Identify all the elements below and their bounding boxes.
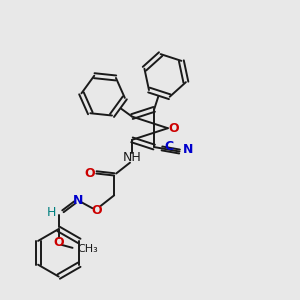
Text: N: N xyxy=(182,143,193,156)
Text: O: O xyxy=(84,167,95,180)
Text: O: O xyxy=(169,122,179,135)
Text: O: O xyxy=(53,236,64,249)
Text: NH: NH xyxy=(123,151,141,164)
Text: O: O xyxy=(91,204,102,217)
Text: N: N xyxy=(73,194,84,207)
Text: C: C xyxy=(164,140,173,153)
Text: H: H xyxy=(47,206,56,219)
Text: CH₃: CH₃ xyxy=(77,244,98,254)
